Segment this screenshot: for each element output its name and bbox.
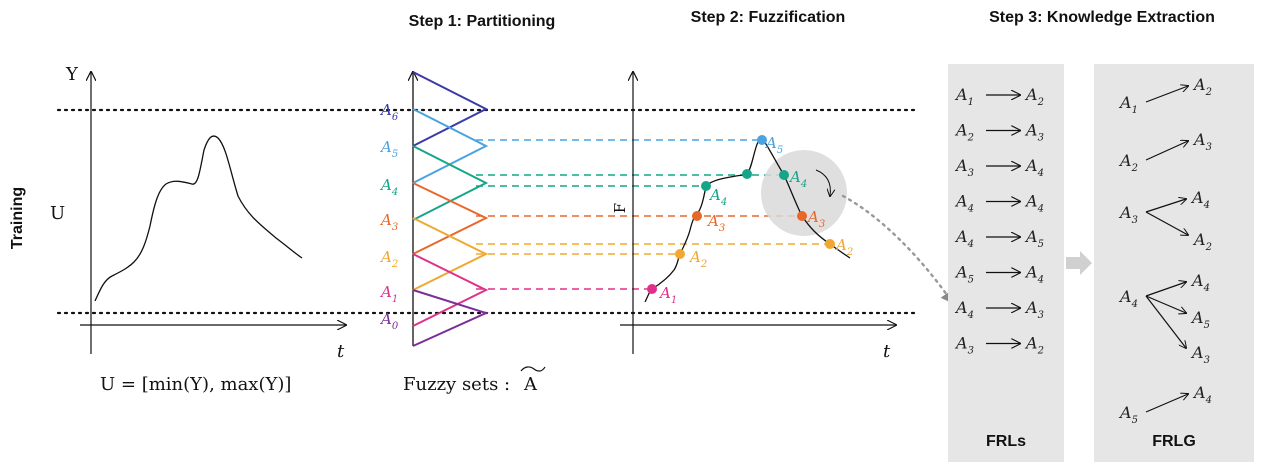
point-a3-desc: [797, 211, 807, 221]
frl-rule-from: A3: [954, 334, 974, 357]
set-label-a3: A3: [379, 211, 398, 233]
set-label-a4: A4: [379, 176, 398, 198]
frlg-target: A3: [1190, 343, 1210, 366]
frl-rule-from: A4: [954, 227, 974, 250]
frlg-source: A2: [1118, 151, 1138, 174]
frlg-edge: [1145, 199, 1186, 213]
universe-formula: U = [min(Y), max(Y)]: [100, 374, 291, 395]
extraction-arrow: [841, 194, 954, 304]
step3-header: Step 3: Knowledge Extraction: [989, 9, 1215, 26]
frl-rule-to: A3: [1024, 298, 1044, 321]
frlg-source: A1: [1118, 93, 1138, 116]
frl-rule-to: A2: [1024, 334, 1044, 357]
curl-arrow: [815, 169, 830, 196]
point-a4-peak: [742, 169, 752, 179]
frls-title: FRLs: [986, 433, 1026, 450]
frl-rule-to: A3: [1024, 121, 1044, 144]
step1-header: Step 1: Partitioning: [409, 13, 556, 30]
frlg-target: A4: [1192, 383, 1212, 406]
fuzzified-label-a2: A2: [834, 236, 853, 258]
frl-rule-from: A1: [954, 85, 974, 108]
fuzzy-set-a4: [412, 145, 489, 221]
frl-rule-to: A4: [1024, 156, 1044, 179]
fuzzified-label-a5: A5: [764, 134, 783, 156]
frlg-edge: [1145, 282, 1186, 297]
frlg-edge: [1145, 211, 1188, 235]
tilde-mark: [520, 366, 546, 372]
frlg-source: A3: [1118, 203, 1138, 226]
fuzzy-set-a3: [412, 182, 489, 255]
frlg-edge: [1145, 295, 1186, 348]
fuzzified-label-a2: A2: [688, 248, 707, 270]
training-label: Training: [9, 187, 26, 249]
frl-rule-to: A2: [1024, 85, 1044, 108]
fuzzy-set-symbol: A: [523, 374, 538, 395]
point-a1: [647, 284, 657, 294]
fuzzy-set-a2: [412, 217, 489, 291]
frlg-target: A3: [1192, 130, 1212, 153]
fuzzified-label-a4: A4: [788, 168, 807, 190]
frlg-edge: [1145, 141, 1188, 161]
training-series-chart: Y U t U = [min(Y), max(Y)]: [50, 64, 346, 395]
set-label-a6: A6: [379, 101, 399, 123]
u-label: U: [50, 203, 65, 224]
fuzzified-label-a4: A4: [708, 186, 727, 208]
frlg-edge: [1145, 86, 1188, 103]
frl-rule-to: A4: [1024, 192, 1044, 215]
frlg-source: A5: [1118, 403, 1138, 426]
fuzzy-set-a6: [412, 71, 489, 147]
f-axis-label: F: [611, 203, 629, 213]
frl-rule-to: A5: [1024, 227, 1044, 250]
frlg-target: A2: [1192, 75, 1212, 98]
fuzzy-set-a1: [412, 253, 489, 327]
frlg-target: A4: [1190, 271, 1210, 294]
panel-transition-arrow: [1066, 251, 1092, 275]
set-label-a1: A1: [379, 283, 398, 305]
step2-header: Step 2: Fuzzification: [691, 9, 846, 26]
fuzzified-label-a1: A1: [658, 284, 677, 306]
frl-rule-from: A5: [954, 263, 974, 286]
training-series-line: [94, 135, 303, 302]
fuzzified-label-a3: A3: [806, 208, 825, 230]
fuzzified-series-line: [644, 138, 851, 303]
point-a2-desc: [825, 239, 835, 249]
frl-rule-from: A3: [954, 156, 974, 179]
frlg-target: A4: [1190, 188, 1210, 211]
frls-rule-list: A1 A2 A2 A3 A3 A4 A4 A4 A4 A5 A5 A4 A4 A3 A3 A2: [954, 85, 1044, 357]
frlg-target: A5: [1190, 308, 1210, 331]
fuzzified-label-a3: A3: [706, 212, 725, 234]
set-label-a0: A0: [379, 310, 399, 332]
frl-rule-from: A4: [954, 298, 974, 321]
frl-rule-from: A2: [954, 121, 974, 144]
point-a4-asc: [701, 181, 711, 191]
partitioning-chart: A6 A5 A4 A3 A2 A1 A0 Fuzzy sets : A: [379, 71, 546, 395]
frlg-title: FRLG: [1152, 433, 1196, 450]
frlg-source: A4: [1118, 287, 1138, 310]
frlg-edge: [1145, 394, 1188, 413]
t-axis-label: t: [337, 341, 345, 362]
point-a4-desc: [779, 170, 789, 180]
set-label-a5: A5: [379, 138, 398, 160]
frl-rule-from: A4: [954, 192, 974, 215]
fuzzy-set-a0: [412, 289, 489, 347]
frlg-target: A2: [1192, 230, 1212, 253]
t-axis-2-label: t: [883, 341, 891, 362]
highlight-circle: [761, 150, 847, 236]
y-axis-label: Y: [65, 64, 79, 85]
fuzzy-sets-caption: Fuzzy sets :: [403, 374, 510, 395]
projection-lines: [476, 139, 830, 290]
fuzzy-set-a5: [412, 108, 489, 184]
point-a2-asc: [675, 249, 685, 259]
frlg-panel: [1094, 64, 1254, 462]
point-a5: [757, 135, 767, 145]
frl-rule-to: A4: [1024, 263, 1044, 286]
frlg-group-list: A1 A2 A2 A3 A3 A4 A2 A4 A4 A5 A3 A5 A4: [1118, 75, 1212, 426]
frlg-edge: [1145, 295, 1186, 313]
set-label-a2: A2: [379, 248, 398, 270]
point-a3-asc: [692, 211, 702, 221]
